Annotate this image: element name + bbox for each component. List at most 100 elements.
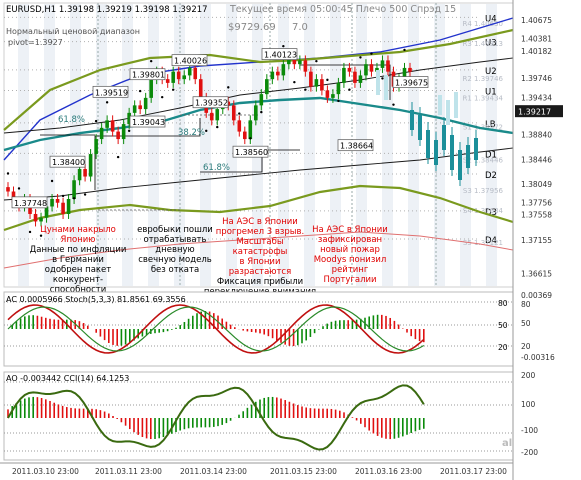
price-tick-label: 1.38840	[521, 131, 552, 140]
candle-body	[138, 105, 142, 110]
stoch-level-label: 20	[498, 343, 508, 352]
annotation-fire: На АЭС в Японии зафиксирован новый пожар Mo…	[312, 225, 388, 285]
day-stripe	[304, 4, 315, 286]
cci-tick-label: 200	[521, 371, 536, 380]
price-label: 1.39801	[132, 71, 165, 80]
psar-dot	[359, 56, 362, 59]
price-label-box	[392, 76, 429, 88]
day-stripe	[460, 4, 471, 286]
day-stripe	[434, 4, 445, 286]
candle-body	[121, 124, 126, 140]
psar-dot	[72, 197, 76, 200]
time-tick-label: 2011.03.15 23:00	[270, 467, 337, 476]
pivot-label: R4 1.40630	[463, 20, 504, 28]
price-label-box	[92, 85, 129, 98]
candle-body	[325, 90, 330, 98]
psar-dot	[160, 95, 164, 99]
level-label: D1	[485, 150, 497, 160]
price-label-box	[49, 155, 86, 168]
pivot-label: S3 1.37956	[463, 187, 504, 195]
candle-body	[72, 180, 76, 199]
cci-tick-label: -100	[521, 426, 538, 435]
candle-body	[88, 154, 93, 177]
candle-body	[364, 64, 368, 76]
psar-dot	[105, 101, 109, 104]
candle-body	[132, 105, 137, 113]
candle-body	[281, 64, 286, 76]
annotation-tsunami: Цунами накрыло Японию	[40, 225, 116, 245]
pivot-label: S5 1.37121	[463, 239, 503, 247]
fib-dashed	[98, 114, 260, 211]
day-stripe	[226, 4, 237, 286]
pivot-label-main: pivot=1.3927	[8, 38, 63, 47]
forecast-candle	[434, 140, 438, 165]
candle-body	[44, 206, 49, 218]
forecast-candle	[466, 145, 470, 168]
cci-tick-label: -200	[521, 448, 538, 457]
candle-body	[303, 60, 308, 72]
forecast-candle	[418, 115, 422, 140]
price-label-box	[171, 54, 208, 67]
candle-body	[309, 71, 313, 87]
current-price-box	[515, 105, 563, 118]
fib-label: 38.2%	[178, 128, 205, 138]
candle-body	[6, 187, 10, 192]
psar-dot	[50, 179, 54, 183]
ac-stoch-label: AC 0.0005966 Stoch(5,3,3) 81.8561 69.355…	[6, 295, 186, 304]
candle-body	[116, 131, 120, 140]
price-label-box	[232, 145, 269, 158]
psar-dot	[249, 137, 252, 140]
fib-lines	[40, 64, 391, 190]
level-label: D3	[485, 208, 497, 218]
ac-tick-label: 50	[521, 319, 531, 328]
stoch-level-label: 50	[498, 321, 508, 330]
candle-body	[61, 202, 65, 214]
annotation-explosion: На АЭС в Японии прогремел 3 взрыв. Масштаб…	[216, 217, 304, 277]
candle-body	[171, 71, 176, 83]
annotation-eurobulls: евробыки пошли отрабатывать дневную свечную…	[137, 225, 213, 275]
psar-dot	[116, 155, 120, 159]
psar-dot	[127, 129, 131, 133]
day-stripe	[408, 4, 419, 286]
candle-body	[165, 79, 170, 83]
price-label: 1.38664	[340, 142, 373, 151]
lower-band-red	[3, 231, 514, 269]
psar-dot	[315, 59, 318, 63]
candle-body	[215, 109, 220, 121]
psar-dot	[238, 112, 241, 115]
candle-body	[66, 198, 71, 214]
price-tick-label: 1.40182	[521, 47, 552, 56]
price-label-box	[337, 139, 374, 152]
ao-pane	[3, 371, 514, 461]
candle-body	[320, 79, 324, 91]
pivot-label: R3 1.40313	[463, 40, 504, 48]
symbol-label: EURUSD,H1 1.39198 1.39219 1.39198 1.3921…	[6, 5, 208, 15]
price-label-box	[261, 48, 298, 60]
price-tick-label: 1.37756	[521, 198, 552, 207]
price-tick-label: 1.36615	[521, 270, 552, 279]
pivot-label: S4 1.37634	[463, 207, 504, 215]
candle-body	[331, 94, 335, 98]
candle-body	[375, 67, 379, 72]
stoch-level-label: 80	[498, 299, 508, 308]
price-label: 1.40123	[264, 51, 297, 60]
candle-body	[99, 127, 104, 140]
candle-body	[358, 75, 363, 83]
time-tick-label: 2011.03.14 23:00	[180, 467, 247, 476]
candle-body	[248, 120, 253, 140]
day-stripe	[330, 4, 341, 286]
price-tick-label: 1.38446	[521, 155, 552, 164]
candle-body	[187, 67, 192, 76]
ac-tick-label: -0.00316	[521, 353, 555, 362]
price-tick-label: 1.37155	[521, 236, 552, 245]
candle-body	[50, 198, 54, 207]
candle-body	[83, 169, 87, 177]
candle-body	[176, 71, 181, 80]
faint-forecast-candle	[446, 100, 450, 125]
trendline-upper	[3, 57, 514, 134]
psar-dot	[39, 234, 43, 237]
fib-label: 61.8%	[58, 115, 85, 125]
stoch-signal-line	[7, 304, 425, 354]
price-label: 1.39043	[132, 118, 165, 127]
psar-dot	[392, 103, 395, 106]
